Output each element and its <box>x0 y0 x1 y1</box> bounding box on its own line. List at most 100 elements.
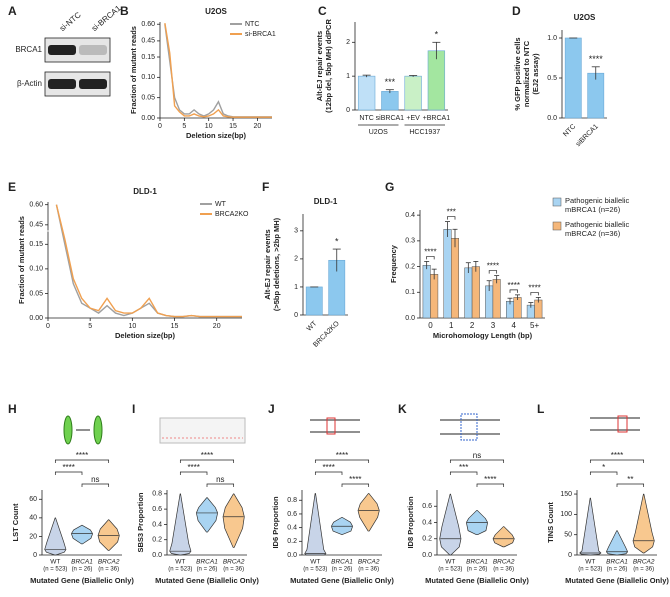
bar <box>564 37 582 119</box>
significance: **** <box>528 284 540 293</box>
x-tick-label: +EV <box>406 115 420 122</box>
significance: ns <box>216 475 224 484</box>
row-label: β-Actin <box>17 79 42 88</box>
y-axis-label: normalized to NTC <box>522 40 531 107</box>
bar <box>422 265 431 319</box>
violin <box>71 524 93 545</box>
bar <box>534 299 543 319</box>
x-tick-label: WT <box>310 559 320 566</box>
significance: ns <box>91 475 99 484</box>
bar <box>513 297 522 319</box>
y-tick-label: 0.2 <box>152 537 162 544</box>
violin <box>222 493 245 548</box>
panel-title: DLD-1 <box>314 197 338 206</box>
significance-bracket <box>54 471 83 475</box>
row-label: BRCA1 <box>15 45 42 54</box>
x-tick-note: (n = 26) <box>197 567 218 573</box>
significance-bracket <box>314 471 343 475</box>
series-line <box>164 22 272 118</box>
legend-label: BRCA2KO <box>215 211 249 218</box>
violin <box>606 530 628 556</box>
blot-band <box>79 45 107 55</box>
group-label: HCC1937 <box>409 129 440 136</box>
violin <box>97 519 120 551</box>
significance: **** <box>349 475 361 484</box>
significance: * <box>602 463 605 472</box>
y-tick-label: 0.0 <box>287 552 297 559</box>
y-axis-label: TINS Count <box>546 502 555 543</box>
violin <box>632 493 655 554</box>
significance-bracket <box>449 459 505 463</box>
x-tick-label: 5 <box>88 323 92 330</box>
y-tick-label: 50 <box>564 532 572 539</box>
x-tick-label: BRCA2 <box>358 559 380 566</box>
y-tick-label: 1 <box>294 284 298 291</box>
chromosome-icon <box>63 415 73 445</box>
significance: * <box>335 236 339 246</box>
y-tick-label: 2 <box>346 39 350 46</box>
x-axis-label: Mutated Gene (Biallelic Only) <box>30 576 134 585</box>
bar <box>451 238 459 319</box>
y-tick-label: 0.05 <box>141 95 155 102</box>
x-axis-label: Microhomology Length (bp) <box>433 331 533 340</box>
y-tick-label: 0 <box>294 312 298 319</box>
significance: **** <box>336 451 348 460</box>
violin <box>169 493 192 556</box>
y-axis-label: ID6 Proportion <box>271 496 280 549</box>
significance: **** <box>484 475 496 484</box>
panel-letter: G <box>385 180 394 194</box>
y-tick-label: 0.6 <box>422 503 432 510</box>
y-tick-label: 0.15 <box>141 54 155 61</box>
significance-bracket <box>426 256 435 260</box>
legend-swatch <box>552 197 562 207</box>
significance-bracket <box>488 270 498 274</box>
y-axis-label: % GFP positive cells <box>513 37 522 110</box>
significance-bracket <box>616 483 645 487</box>
significance-bracket <box>314 459 370 463</box>
x-tick-note: (n = 523) <box>303 567 327 573</box>
y-tick-label: 0.5 <box>547 75 557 82</box>
y-tick-label: 0.60 <box>29 202 43 209</box>
y-tick-label: 0.8 <box>287 497 297 504</box>
y-tick-label: 0.45 <box>29 222 43 229</box>
x-tick-note: (n = 523) <box>578 567 602 573</box>
bar <box>430 274 439 319</box>
x-tick-note: (n = 26) <box>72 567 93 573</box>
y-tick-label: 0.60 <box>141 21 155 28</box>
chromosome-icon <box>93 415 103 445</box>
x-axis-label: Mutated Gene (Biallelic Only) <box>425 576 529 585</box>
y-axis-label: Alt-EJ repair events <box>315 31 324 101</box>
y-tick-label: 0.3 <box>405 238 415 245</box>
x-tick-label: BRCA2 <box>223 559 245 566</box>
significance: * <box>435 30 439 40</box>
x-tick-label: BRCA1 <box>466 559 488 566</box>
x-tick-label: BRCA2 <box>633 559 655 566</box>
panel-letter: C <box>318 4 327 18</box>
x-tick-label: 20 <box>253 123 261 130</box>
x-tick-label: 15 <box>171 323 179 330</box>
panel-letter: F <box>262 180 269 194</box>
x-tick-label: WT <box>585 559 595 566</box>
series-line <box>55 204 242 318</box>
y-tick-label: 3 <box>294 228 298 235</box>
y-tick-label: 0.4 <box>152 521 162 528</box>
significance-bracket <box>449 471 478 475</box>
significance-bracket <box>341 483 370 487</box>
x-tick-note: (n = 26) <box>467 567 488 573</box>
significance: **** <box>508 281 520 290</box>
blot-band <box>48 79 76 89</box>
panel-letter: L <box>537 402 544 416</box>
x-tick-note: (n = 36) <box>98 567 119 573</box>
violin <box>492 526 515 548</box>
y-tick-label: 0.4 <box>422 519 432 526</box>
y-axis-label: Fraction of mutant reads <box>17 216 26 304</box>
significance-bracket <box>447 216 456 220</box>
bar <box>464 267 473 319</box>
panel-title: U2OS <box>574 13 596 22</box>
y-tick-label: 0.2 <box>287 538 297 545</box>
panel-title: U2OS <box>205 7 227 16</box>
y-tick-label: 0.6 <box>287 511 297 518</box>
significance-bracket <box>81 483 110 487</box>
templated-insertion-icon <box>617 415 628 433</box>
